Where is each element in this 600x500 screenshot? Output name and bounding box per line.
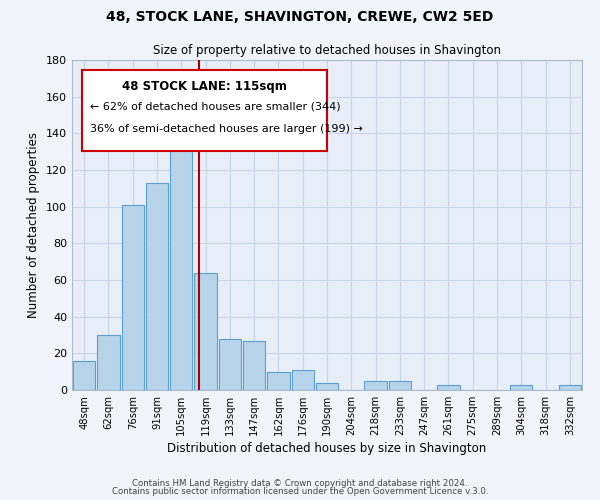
Text: 48 STOCK LANE: 115sqm: 48 STOCK LANE: 115sqm [122,80,287,93]
Text: Contains public sector information licensed under the Open Government Licence v.: Contains public sector information licen… [112,487,488,496]
Title: Size of property relative to detached houses in Shavington: Size of property relative to detached ho… [153,44,501,58]
Bar [389,381,411,390]
Bar [316,382,338,390]
Bar [97,335,119,390]
X-axis label: Distribution of detached houses by size in Shavington: Distribution of detached houses by size … [167,442,487,455]
Y-axis label: Number of detached properties: Number of detached properties [28,132,40,318]
Bar [292,370,314,390]
Bar [243,340,265,390]
Bar [122,205,144,390]
Text: 36% of semi-detached houses are larger (199) →: 36% of semi-detached houses are larger (… [90,124,363,134]
Bar [146,183,168,390]
Bar [218,338,241,390]
Bar [510,384,532,390]
Bar [267,372,290,390]
FancyBboxPatch shape [82,70,327,151]
Text: 48, STOCK LANE, SHAVINGTON, CREWE, CW2 5ED: 48, STOCK LANE, SHAVINGTON, CREWE, CW2 5… [106,10,494,24]
Text: ← 62% of detached houses are smaller (344): ← 62% of detached houses are smaller (34… [90,101,340,112]
Bar [73,360,95,390]
Bar [364,381,387,390]
Bar [559,384,581,390]
Bar [437,384,460,390]
Bar [194,272,217,390]
Bar [170,134,193,390]
Text: Contains HM Land Registry data © Crown copyright and database right 2024.: Contains HM Land Registry data © Crown c… [132,478,468,488]
